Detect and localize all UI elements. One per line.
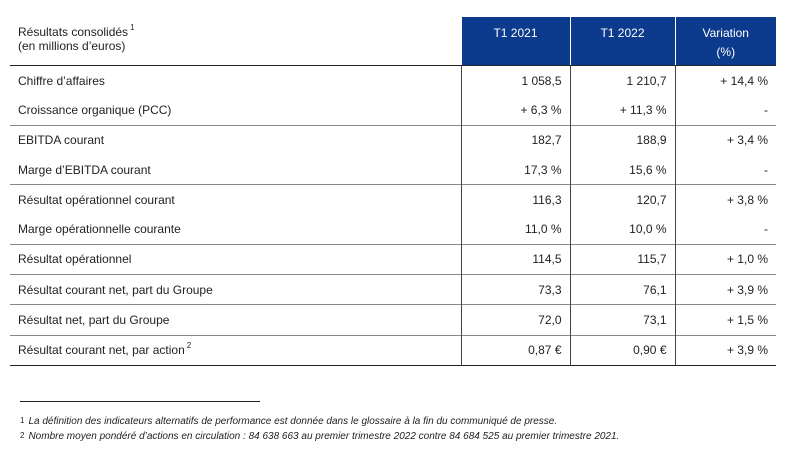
footnote-divider (20, 401, 260, 402)
cell-variation: + 3,9 % (674, 274, 776, 305)
cell-variation: + 1,5 % (674, 304, 776, 336)
cell-t1-2021: 17,3 % (460, 154, 570, 185)
cell-t1-2022: 15,6 % (569, 154, 675, 185)
cell-t1-2021: + 6,3 % (460, 95, 570, 126)
header-col-variation: Variation (%) (674, 17, 776, 66)
cell-variation: - (674, 95, 776, 126)
row-label: Résultat opérationnel courant (10, 184, 461, 215)
header-variation-line1: Variation (702, 26, 749, 40)
results-table-container: Résultats consolidés 1 (en millions d’eur… (10, 17, 776, 366)
cell-t1-2022: + 11,3 % (569, 95, 675, 126)
header-col-t1-2021: T1 2021 (460, 17, 570, 66)
footnote-mark: 1 (20, 416, 25, 425)
cell-t1-2021: 1 058,5 (460, 65, 570, 96)
cell-t1-2022: 0,90 € (569, 334, 675, 366)
footnote-2: 2 Nombre moyen pondéré d’actions en circu… (20, 431, 619, 442)
cell-t1-2021: 73,3 (460, 274, 570, 305)
cell-t1-2022: 188,9 (569, 124, 675, 155)
row-label: Résultat courant net, par action 2 (10, 334, 461, 366)
cell-variation: + 1,0 % (674, 243, 776, 275)
table-row: Croissance organique (PCC) + 6,3 % + 11,… (10, 95, 776, 126)
cell-t1-2022: 10,0 % (569, 214, 675, 245)
row-label: Croissance organique (PCC) (18, 102, 172, 117)
header-col-t1-2022: T1 2022 (569, 17, 675, 66)
table-row: Résultat courant net, par action 2 0,87 €… (10, 334, 776, 366)
cell-variation: + 14,4 % (674, 65, 776, 96)
cell-variation: - (674, 214, 776, 245)
header-variation-line2: (%) (716, 45, 736, 59)
header-label-cell: Résultats consolidés 1 (en millions d’eur… (10, 17, 461, 66)
row-label: Marge opérationnelle courante (18, 222, 181, 237)
header-label-line2: (en millions d’euros) (18, 39, 126, 53)
table-row: Résultat opérationnel courant 116,3 120,… (10, 184, 776, 215)
row-label: EBITDA courant (10, 124, 461, 155)
footnote-1: 1 La définition des indicateurs alternati… (20, 416, 557, 427)
cell-variation: + 3,8 % (674, 184, 776, 215)
cell-t1-2021: 11,0 % (460, 214, 570, 245)
row-label: Résultat net, part du Groupe (10, 304, 461, 336)
footnote-text: Nombre moyen pondéré d’actions en circul… (28, 431, 620, 442)
table-header-row: Résultats consolidés 1 (en millions d’eur… (10, 17, 776, 66)
table-row: Marge opérationnelle courante 11,0 % 10,… (10, 214, 776, 245)
cell-variation: - (674, 154, 776, 185)
header-label-line1: Résultats consolidés (18, 25, 129, 39)
table-row: Résultat net, part du Groupe 72,0 73,1 +… (10, 304, 776, 336)
row-label: Résultat courant net, part du Groupe (10, 274, 461, 305)
table-row: EBITDA courant 182,7 188,9 + 3,4 % (10, 124, 776, 155)
footnote-ref-2: 2 (186, 341, 192, 351)
cell-t1-2022: 73,1 (569, 304, 675, 336)
footnote-ref-1: 1 (130, 23, 135, 32)
row-label: Chiffre d’affaires (18, 73, 105, 88)
cell-t1-2022: 120,7 (569, 184, 675, 215)
cell-t1-2021: 0,87 € (460, 334, 570, 366)
cell-t1-2021: 182,7 (460, 124, 570, 155)
cell-t1-2022: 76,1 (569, 274, 675, 305)
cell-t1-2022: 1 210,7 (569, 65, 675, 96)
row-label: Résultat opérationnel (10, 243, 461, 275)
cell-t1-2021: 114,5 (460, 243, 570, 275)
cell-t1-2021: 72,0 (460, 304, 570, 336)
cell-t1-2021: 116,3 (460, 184, 570, 215)
cell-t1-2022: 115,7 (569, 243, 675, 275)
footnote-mark: 2 (20, 431, 25, 440)
consolidated-results-table: Résultats consolidés 1 (en millions d’eur… (10, 17, 776, 366)
cell-variation: + 3,4 % (674, 124, 776, 155)
cell-variation: + 3,9 % (674, 334, 776, 366)
table-row: Résultat courant net, part du Groupe 73,… (10, 274, 776, 305)
row-label: Marge d’EBITDA courant (18, 162, 151, 177)
table-row: Résultat opérationnel 114,5 115,7 + 1,0 … (10, 243, 776, 275)
footnote-text: La définition des indicateurs alternatif… (28, 416, 558, 427)
table-row: Marge d’EBITDA courant 17,3 % 15,6 % - (10, 154, 776, 185)
table-row: Chiffre d’affaires 1 058,5 1 210,7 + 14,… (10, 65, 776, 96)
